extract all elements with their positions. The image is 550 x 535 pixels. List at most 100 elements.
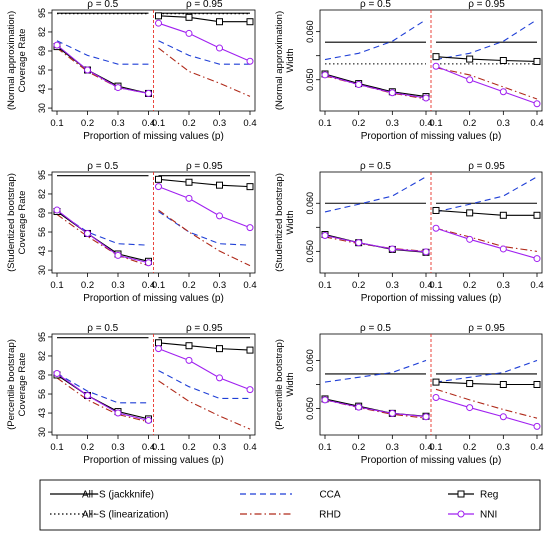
x-tick-label: 0.1 (50, 280, 63, 291)
y-tick-label: 43 (37, 246, 47, 256)
data-point-reg (466, 209, 474, 217)
series-line-reg (56, 374, 149, 420)
x-tick-label: 0.4 (419, 118, 432, 129)
x-tick-label: 0.3 (386, 118, 399, 129)
y-tick-label: 69 (37, 208, 47, 218)
x-tick-label: 0.1 (152, 442, 165, 453)
data-point-nni (185, 29, 193, 37)
x-tick-label: 0.2 (81, 280, 94, 291)
series-line-reg (324, 233, 427, 253)
series-line-cca (324, 176, 427, 213)
x-tick-label: 0.3 (386, 280, 399, 291)
data-point-reg (432, 53, 440, 61)
data-point-reg (185, 342, 193, 350)
data-point-nni (84, 229, 91, 237)
x-tick-label: 0.1 (50, 118, 63, 129)
data-point-reg (185, 13, 193, 21)
data-point-reg (216, 18, 223, 26)
y-tick-label: 0.050 (305, 240, 315, 263)
series-line-cca (158, 370, 250, 399)
data-point-nni (355, 239, 363, 247)
data-point-nni (466, 235, 474, 243)
y-axis-label: (Studentized bootstrap) (6, 173, 17, 272)
x-tick-label: 0.3 (497, 118, 510, 129)
data-point-reg (155, 175, 162, 183)
data-point-nni (432, 224, 440, 232)
y-tick-label: 0.060 (305, 349, 315, 372)
y-axis-label: Width (285, 210, 296, 234)
data-point-reg (499, 211, 507, 219)
data-point-reg (499, 381, 507, 388)
data-point-nni (388, 89, 396, 97)
series-line-cca (158, 211, 251, 246)
x-tick-label: 0.1 (429, 118, 442, 129)
legend-label-nni: NNI (480, 510, 497, 521)
x-tick-label: 0.4 (530, 442, 543, 453)
series-line-rhd (56, 214, 149, 267)
x-tick-label: 0.3 (213, 118, 226, 129)
y-tick-label: 56 (37, 227, 47, 237)
rho-label: ρ = 0.95 (186, 0, 223, 10)
data-point-nni (388, 245, 396, 253)
x-axis-label: Proportion of missing values (p) (361, 293, 502, 304)
series-line-nni (324, 234, 427, 253)
series-line-cca (56, 211, 149, 246)
panel-percentile-bootstrap-width: ρ = 0.5 ρ = 0.95 0.050 0.060 (Percentile boo… (274, 323, 544, 466)
x-tick-label: 0.3 (213, 280, 226, 291)
x-tick-label: 0.2 (352, 118, 365, 129)
data-point-nni (145, 259, 152, 267)
rho-label: ρ = 0.95 (468, 323, 505, 334)
series-line-cca (435, 359, 538, 383)
data-point-nni (246, 386, 254, 394)
rho-label: ρ = 0.5 (87, 323, 118, 334)
y-axis-label: (Studentized bootstrap) (274, 173, 285, 272)
data-point-nni (355, 81, 363, 89)
series-line-cca (435, 19, 538, 61)
series-line-rhd (56, 377, 149, 423)
series-line-rhd (435, 227, 538, 252)
series-line-cca (324, 19, 427, 61)
series-line-reg (324, 398, 427, 417)
y-axis-label: Coverage Rate (17, 191, 28, 255)
data-point-nni (432, 393, 440, 401)
y-axis-label: (Normal approximation) (274, 11, 285, 110)
y-tick-label: 30 (37, 265, 47, 275)
data-point-reg (533, 381, 541, 388)
data-point-reg (155, 339, 162, 347)
data-point-nni (155, 19, 162, 27)
series-line-cca (324, 359, 427, 383)
x-axis-label: Proportion of missing values (p) (83, 131, 224, 142)
data-point-nni (432, 62, 440, 70)
series-line-reg (158, 15, 250, 23)
data-point-nni (499, 413, 507, 421)
x-tick-label: 0.2 (352, 280, 365, 291)
series-line-nni (56, 209, 149, 264)
series-line-nni (435, 65, 538, 105)
y-axis-label: Coverage Rate (17, 29, 28, 93)
panel-studentized-bootstrap-width: ρ = 0.5 ρ = 0.95 0.050 0.060 (Studentized bo… (274, 161, 544, 304)
data-point-nni (533, 100, 541, 108)
series-line-reg (56, 211, 149, 262)
data-point-nni (533, 255, 541, 263)
data-point-nni (321, 396, 329, 404)
data-point-reg (216, 345, 223, 353)
y-tick-label: 69 (37, 46, 47, 56)
data-point-reg (533, 57, 541, 65)
data-point-reg (499, 57, 507, 64)
data-point-nni (422, 413, 430, 421)
data-point-reg (533, 211, 541, 219)
y-tick-label: 95 (37, 332, 47, 342)
series-line-cca (56, 373, 149, 404)
y-tick-label: 0.050 (305, 68, 315, 91)
y-axis-label: Coverage Rate (17, 353, 28, 417)
y-tick-label: 82 (37, 351, 47, 361)
x-tick-label: 0.1 (429, 280, 442, 291)
series-line-rhd (324, 236, 427, 252)
y-axis-label: Width (285, 372, 296, 396)
data-point-nni (355, 403, 363, 411)
y-tick-label: 0.060 (305, 20, 315, 43)
x-axis-label: Proportion of missing values (p) (83, 455, 224, 466)
series-line-reg (324, 73, 427, 98)
series-line-reg (56, 46, 149, 94)
